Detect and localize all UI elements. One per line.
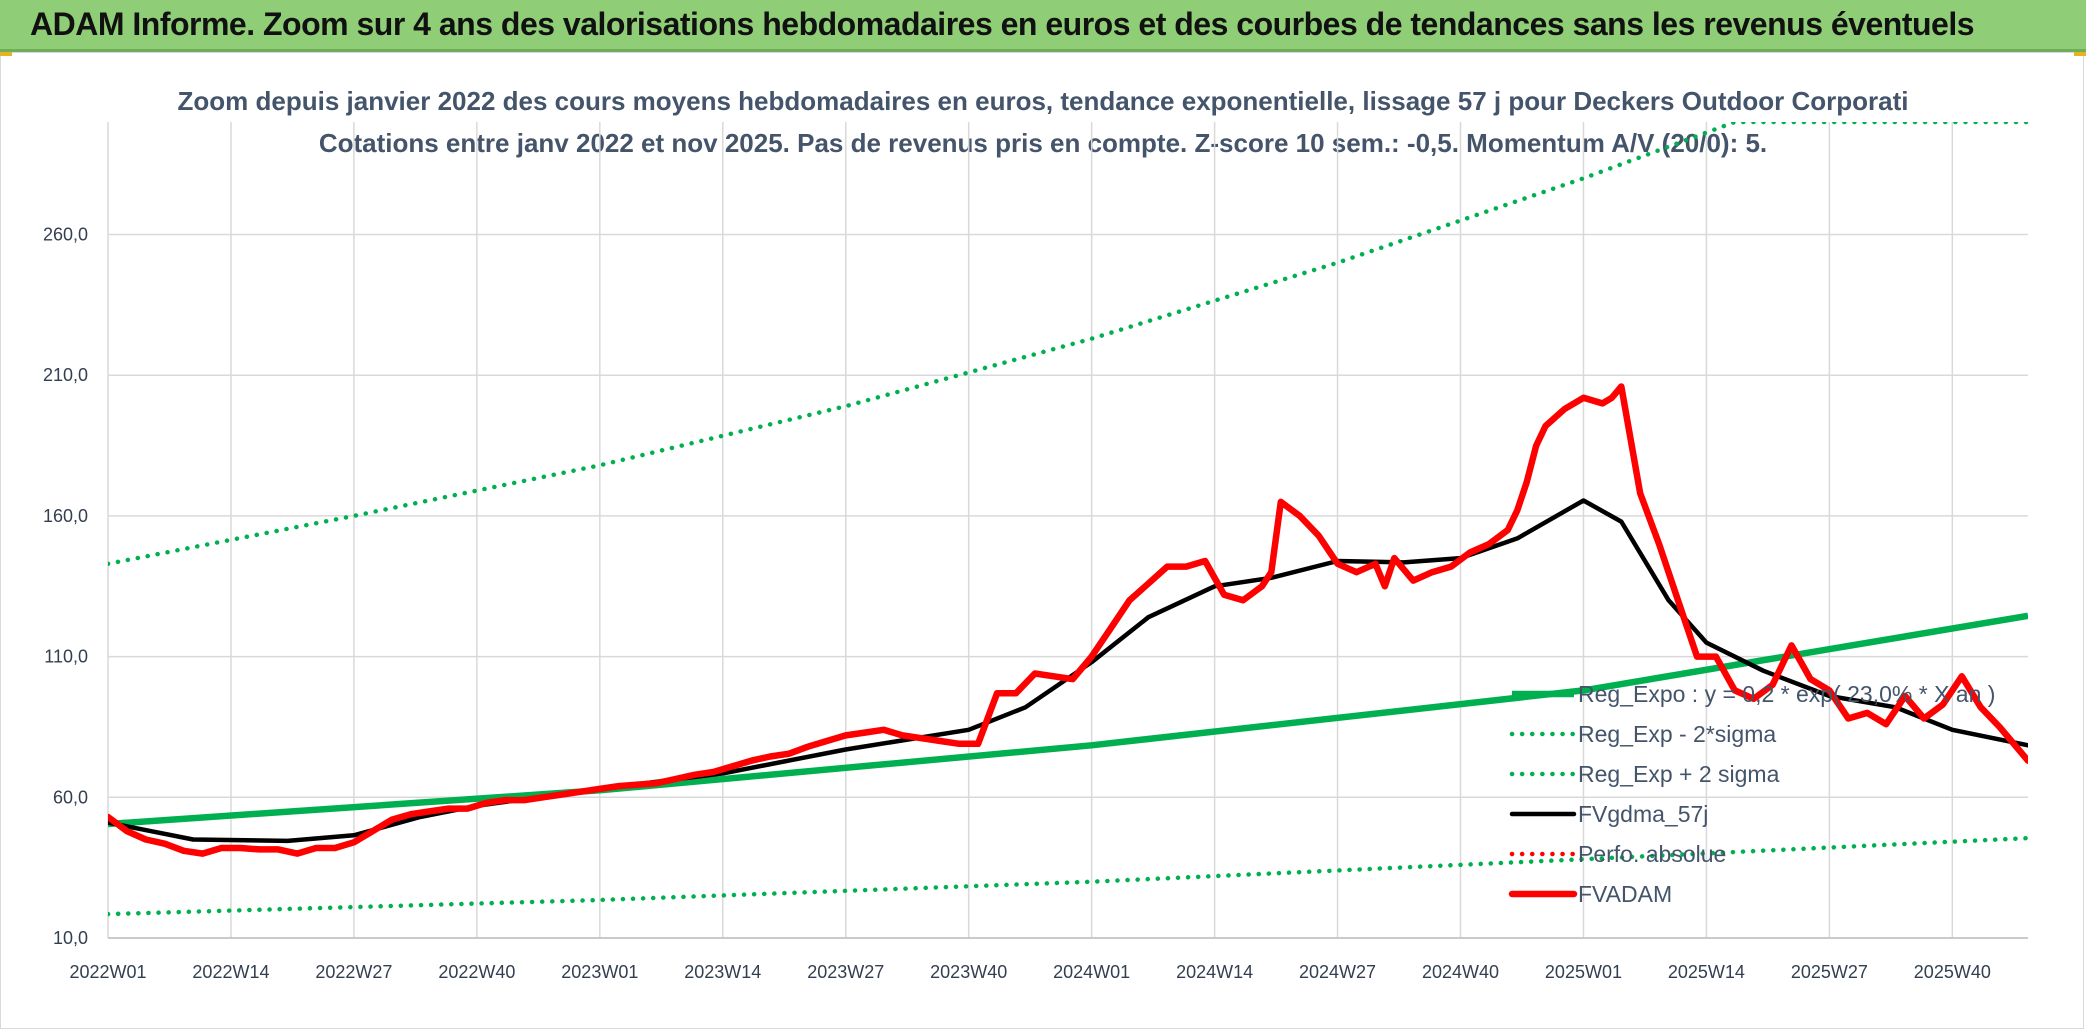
page-title: ADAM Informe. Zoom sur 4 ans des valoris… — [30, 6, 1975, 42]
legend-label: Perfo. absolue — [1578, 841, 1726, 867]
x-tick-label: 2023W40 — [930, 962, 1007, 982]
y-tick-label: 260,0 — [43, 225, 88, 245]
chart-frame — [0, 52, 2084, 1029]
x-tick-label: 2025W14 — [1668, 962, 1745, 982]
x-tick-label: 2022W01 — [69, 962, 146, 982]
chart-title: Zoom depuis janvier 2022 des cours moyen… — [178, 86, 1909, 116]
axis-layer: 10,0 60,0 110,0 160,0 210,0 260,0 2022W01 2022W… — [43, 225, 2028, 982]
x-tick-label: 2024W01 — [1053, 962, 1130, 982]
chart-subtitle: Cotations entre janv 2022 et nov 2025. P… — [319, 128, 1767, 158]
x-tick-label: 2022W40 — [438, 962, 515, 982]
header-bar: ADAM Informe. Zoom sur 4 ans des valoris… — [0, 0, 2086, 52]
x-tick-label: 2023W01 — [561, 962, 638, 982]
legend-label: FVADAM — [1578, 881, 1672, 907]
x-tick-label: 2024W40 — [1422, 962, 1499, 982]
x-tick-label: 2025W01 — [1545, 962, 1622, 982]
series-line-2 — [108, 122, 2028, 567]
x-tick-label: 2022W14 — [192, 962, 269, 982]
y-tick-label: 10,0 — [53, 928, 88, 948]
legend-label: Reg_Exp + 2 sigma — [1578, 761, 1780, 787]
legend-label: FVgdma_57j — [1578, 801, 1708, 827]
x-tick-label: 2022W27 — [315, 962, 392, 982]
legend-label: Reg_Exp - 2*sigma — [1578, 721, 1776, 747]
series-layer — [108, 122, 2028, 917]
y-tick-label: 210,0 — [43, 365, 88, 385]
legend: Reg_Expo : y = 0,2 * exp( 23,0% * X an )… — [1508, 681, 1995, 907]
x-tick-label: 2023W14 — [684, 962, 761, 982]
series-line-0 — [108, 612, 2028, 828]
series-line-3 — [108, 498, 2028, 844]
y-tick-label: 160,0 — [43, 506, 88, 526]
x-tick-label: 2025W27 — [1791, 962, 1868, 982]
series-line-5 — [108, 383, 2028, 857]
corner-mark-right — [2074, 52, 2086, 56]
x-tick-label: 2025W40 — [1914, 962, 1991, 982]
x-tick-label: 2024W27 — [1299, 962, 1376, 982]
x-tick-label: 2023W27 — [807, 962, 884, 982]
corner-mark-left — [0, 52, 12, 56]
legend-label: Reg_Expo : y = 0,2 * exp( 23,0% * X an ) — [1578, 681, 1995, 707]
y-tick-label: 60,0 — [53, 787, 88, 807]
x-tick-label: 2024W14 — [1176, 962, 1253, 982]
y-tick-label: 110,0 — [44, 647, 88, 667]
series-line-1 — [108, 835, 2028, 917]
